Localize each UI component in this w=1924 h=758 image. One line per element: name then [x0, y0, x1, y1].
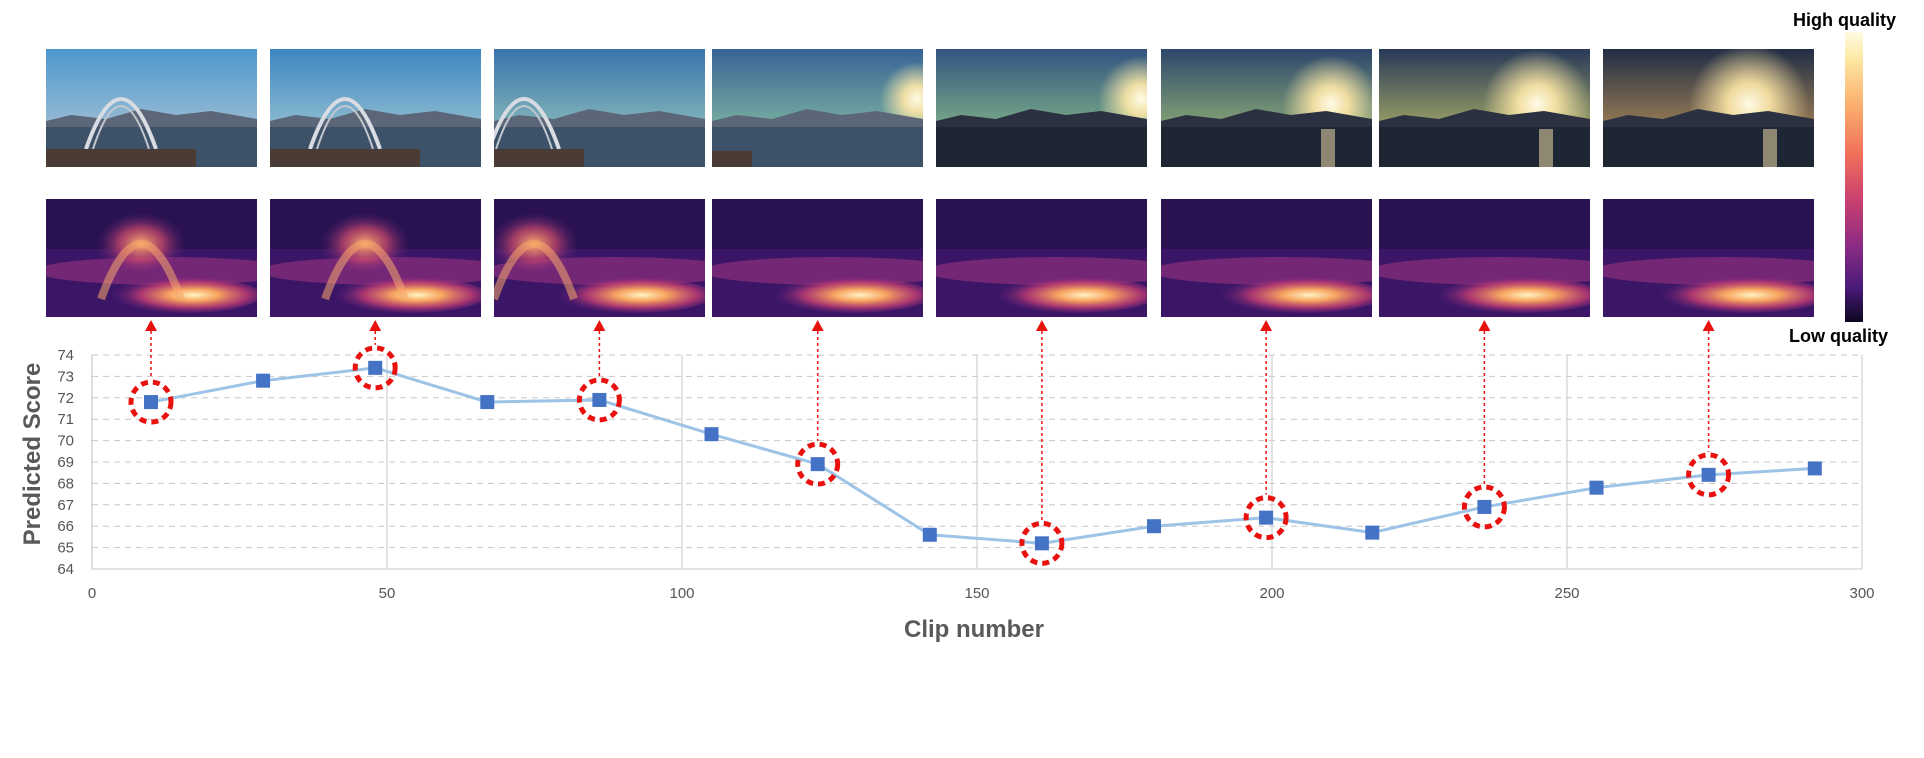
pointer-arrowhead: [1260, 320, 1273, 331]
quality-colorbar: [1845, 32, 1863, 322]
colorbar-low-label: Low quality: [1789, 326, 1888, 346]
highlight-circle: [352, 345, 398, 391]
x-tick-label: 100: [669, 585, 694, 602]
x-tick-label: 250: [1554, 585, 1579, 602]
y-tick-label: 66: [57, 518, 74, 535]
video-frame-thumbnail: [494, 49, 705, 167]
data-point: [1034, 536, 1049, 551]
y-tick-label: 69: [57, 454, 74, 471]
y-tick-label: 70: [57, 433, 74, 450]
data-point: [1477, 499, 1492, 514]
pointer-arrowhead: [1478, 320, 1491, 331]
data-point: [1365, 525, 1380, 540]
highlight-circle: [1686, 452, 1732, 498]
quality-heatmap-thumbnail: [936, 199, 1147, 317]
quality-heatmap-thumbnail: [270, 199, 481, 317]
data-point: [1701, 467, 1716, 482]
data-point: [1259, 510, 1274, 525]
y-tick-label: 67: [57, 497, 74, 514]
y-tick-label: 65: [57, 540, 74, 557]
data-point: [480, 395, 495, 410]
pointer-arrowhead: [811, 320, 824, 331]
data-point: [592, 392, 607, 407]
y-tick-label: 71: [57, 411, 74, 428]
video-frame-thumbnail: [1161, 49, 1372, 167]
pointer-arrowhead: [593, 320, 606, 331]
pointer-arrowhead: [1702, 320, 1715, 331]
x-tick-label: 0: [88, 585, 96, 602]
y-tick-label: 64: [57, 561, 74, 578]
pointer-arrowhead: [1035, 320, 1048, 331]
highlight-circle: [795, 441, 841, 487]
quality-heatmap-thumbnail: [494, 199, 705, 317]
video-frame-thumbnail: [712, 49, 923, 167]
quality-heatmap-thumbnail: [46, 199, 257, 317]
video-frame-thumbnail: [270, 49, 481, 167]
video-frame-thumbnail: [1379, 49, 1590, 167]
quality-heatmap-thumbnail: [712, 199, 923, 317]
x-tick-label: 200: [1259, 585, 1284, 602]
quality-heatmap-thumbnail: [1379, 199, 1590, 317]
video-frame-thumbnail: [936, 49, 1147, 167]
data-point: [1807, 461, 1822, 476]
pointer-arrowhead: [369, 320, 382, 331]
data-point: [368, 360, 383, 375]
data-point: [922, 527, 937, 542]
data-point: [1147, 519, 1161, 534]
series-line: [150, 366, 1815, 545]
quality-heatmap-thumbnail: [1603, 199, 1814, 317]
data-point: [256, 373, 271, 388]
quality-heatmap-thumbnail: [1161, 199, 1372, 317]
video-frame-thumbnail: [46, 49, 257, 167]
colorbar-high-label: High quality: [1793, 10, 1896, 30]
x-tick-label: 50: [379, 585, 396, 602]
highlight-circle: [1243, 495, 1289, 541]
highlight-circle: [576, 377, 622, 423]
x-tick-label: 300: [1849, 585, 1874, 602]
y-tick-label: 74: [57, 347, 74, 364]
data-point: [144, 395, 158, 410]
y-axis-title: Predicted Score: [19, 363, 46, 546]
video-frame-thumbnail: [1603, 49, 1814, 167]
x-tick-label: 150: [964, 585, 989, 602]
highlight-circle: [1019, 520, 1065, 566]
highlight-circle: [128, 379, 174, 425]
pointer-arrowhead: [145, 320, 157, 331]
y-tick-label: 73: [57, 368, 74, 385]
x-axis-title: Clip number: [904, 616, 1044, 643]
highlight-circle: [1461, 484, 1507, 530]
data-point: [704, 427, 719, 442]
data-point: [810, 457, 825, 472]
y-tick-label: 72: [57, 390, 74, 407]
y-tick-label: 68: [57, 475, 74, 492]
data-point: [1589, 480, 1604, 495]
